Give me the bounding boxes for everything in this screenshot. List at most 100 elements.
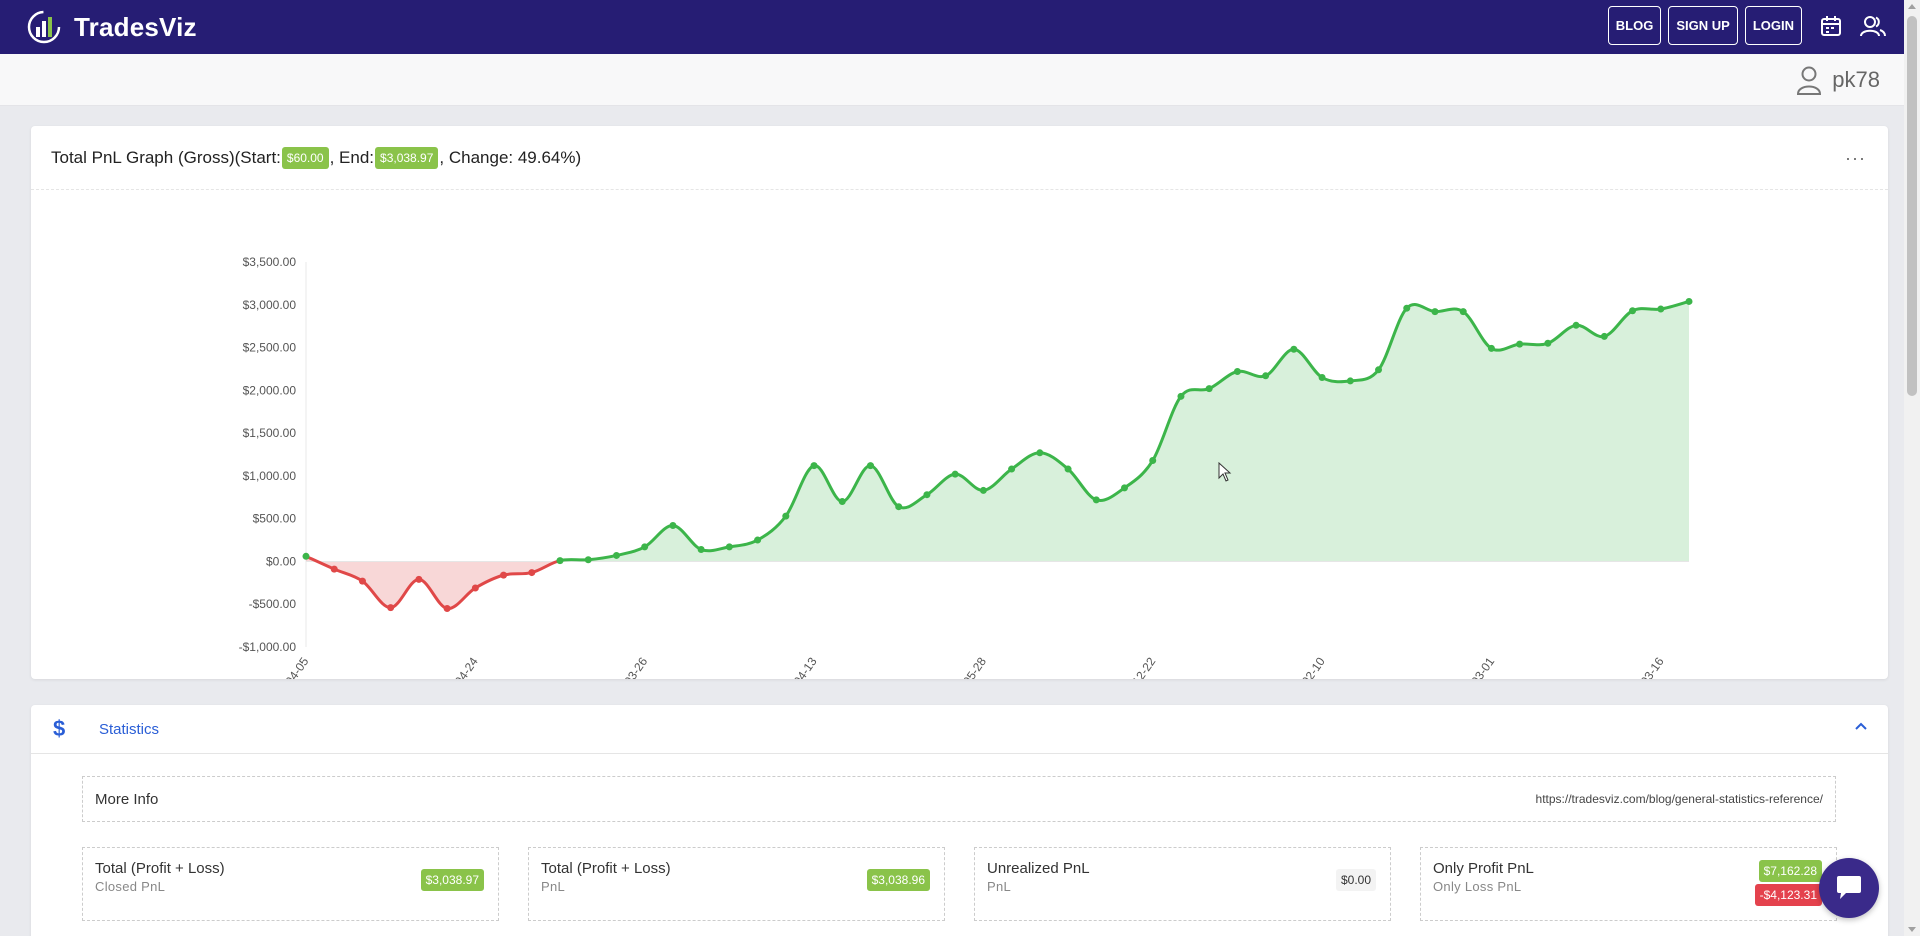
- data-point: [330, 565, 338, 573]
- data-point: [838, 498, 846, 506]
- stat-title: Unrealized PnL: [987, 860, 1090, 877]
- y-tick-label: $3,000.00: [243, 298, 297, 312]
- data-point: [556, 557, 564, 565]
- x-tick-label: 2022-02-10: [1281, 654, 1328, 679]
- mouse-cursor-icon: [1218, 462, 1232, 482]
- stat-box-closed-pnl: Total (Profit + Loss) Closed PnL $3,038.…: [82, 847, 499, 921]
- blog-button[interactable]: BLOG: [1607, 6, 1662, 45]
- data-point: [1629, 307, 1637, 315]
- data-point: [1064, 465, 1072, 473]
- chat-button[interactable]: [1819, 858, 1879, 918]
- stat-value-badge: $3,038.96: [866, 869, 930, 891]
- data-point: [979, 486, 987, 494]
- negative-area: [306, 556, 561, 609]
- data-point: [725, 543, 733, 551]
- data-point: [669, 522, 677, 530]
- data-point: [866, 462, 874, 470]
- data-point: [387, 604, 395, 612]
- scroll-down-arrow-icon[interactable]: [1908, 927, 1916, 932]
- page-scrollbar[interactable]: [1904, 0, 1920, 936]
- data-point: [1600, 332, 1608, 340]
- stat-title: Total (Profit + Loss): [541, 860, 671, 877]
- data-point: [584, 556, 592, 564]
- more-info-row: More Info https://tradesviz.com/blog/gen…: [82, 776, 1836, 822]
- login-button[interactable]: LOGIN: [1744, 6, 1802, 45]
- data-point: [1544, 339, 1552, 347]
- statistics-title: Statistics: [99, 720, 160, 738]
- negative-series-line: [305, 554, 561, 611]
- card-menu-icon[interactable]: ···: [1845, 148, 1866, 168]
- data-point: [471, 584, 479, 592]
- data-point: [895, 503, 903, 511]
- x-tick-label: 2021-05-28: [942, 654, 989, 679]
- data-point: [951, 470, 959, 478]
- data-point: [1121, 484, 1129, 492]
- y-tick-label: $500.00: [253, 512, 297, 526]
- sub-header: pk78: [0, 54, 1904, 106]
- data-point: [923, 491, 931, 499]
- data-point: [1431, 308, 1439, 316]
- signup-button[interactable]: SIGN UP: [1668, 6, 1738, 45]
- chevron-up-icon[interactable]: [1854, 721, 1868, 731]
- users-icon[interactable]: [1860, 13, 1886, 39]
- x-tick-label: 2020-03-26: [604, 654, 651, 679]
- statistics-card: $ Statistics More Info https://tradesviz…: [31, 705, 1888, 936]
- data-point: [1318, 374, 1326, 381]
- x-tick-label: 2022-03-01: [1451, 654, 1498, 679]
- data-point: [1516, 340, 1524, 348]
- data-point: [1205, 385, 1213, 393]
- positive-area: [560, 301, 1689, 562]
- y-tick-label: -$1,000.00: [239, 640, 297, 654]
- calendar-icon[interactable]: [1818, 13, 1844, 39]
- y-tick-label: $1,000.00: [243, 469, 297, 483]
- data-point: [500, 571, 508, 579]
- data-point: [1177, 392, 1185, 400]
- stat-subtitle: Only Loss PnL: [1433, 879, 1522, 894]
- data-point: [1572, 321, 1580, 329]
- scroll-thumb[interactable]: [1907, 16, 1917, 396]
- graph-change-text: , Change: 49.64%): [439, 147, 582, 167]
- data-point: [1262, 372, 1270, 380]
- stat-title: Only Profit PnL: [1433, 860, 1534, 877]
- x-tick-label: 2019-04-24: [434, 654, 481, 679]
- stat-value-badge: $0.00: [1335, 869, 1376, 891]
- statistics-header[interactable]: $ Statistics: [31, 705, 1888, 754]
- user-icon: [1797, 66, 1822, 95]
- data-point: [1403, 304, 1411, 312]
- data-point: [528, 569, 536, 577]
- data-point: [1657, 305, 1665, 313]
- scroll-up-arrow-icon[interactable]: [1908, 4, 1916, 9]
- y-tick-label: $0.00: [266, 554, 296, 568]
- start-value-badge: $60.00: [281, 146, 329, 169]
- data-point: [1092, 496, 1100, 504]
- data-point: [782, 512, 790, 520]
- pnl-graph-header: Total PnL Graph (Gross)(Start: $60.00 , …: [31, 126, 1888, 190]
- data-point: [641, 543, 649, 551]
- user-menu[interactable]: pk78: [1796, 65, 1880, 95]
- graph-title: Total PnL Graph (Gross)(Start:: [51, 147, 281, 167]
- data-point: [415, 575, 423, 583]
- stat-subtitle: PnL: [987, 879, 1012, 894]
- stat-subtitle: Closed PnL: [95, 879, 166, 894]
- data-point: [302, 552, 310, 560]
- chat-icon: [1837, 876, 1861, 899]
- more-info-link[interactable]: https://tradesviz.com/blog/general-stati…: [1535, 792, 1823, 806]
- user-name: pk78: [1832, 67, 1880, 92]
- data-point: [697, 545, 705, 553]
- x-tick-label: 2021-04-13: [773, 654, 820, 679]
- data-point: [1487, 344, 1495, 352]
- nav-actions: BLOG SIGN UP LOGIN: [1601, 6, 1886, 45]
- brand[interactable]: TradesViz: [26, 9, 197, 45]
- stat-box-pnl: Total (Profit + Loss) PnL $3,038.96: [528, 847, 945, 921]
- data-point: [810, 462, 818, 470]
- stat-subtitle: PnL: [541, 879, 566, 894]
- pnl-graph-card: Total PnL Graph (Gross)(Start: $60.00 , …: [31, 126, 1888, 679]
- loss-value-badge: -$4,123.31: [1754, 884, 1822, 906]
- tradesviz-logo-icon: [27, 10, 61, 44]
- more-info-label: More Info: [95, 790, 159, 808]
- y-tick-label: -$500.00: [249, 597, 297, 611]
- brand-name: TradesViz: [74, 11, 197, 42]
- graph-end-label: , End:: [329, 147, 375, 167]
- x-tick-label: 2022-03-16: [1620, 654, 1667, 679]
- y-tick-label: $3,500.00: [243, 255, 297, 269]
